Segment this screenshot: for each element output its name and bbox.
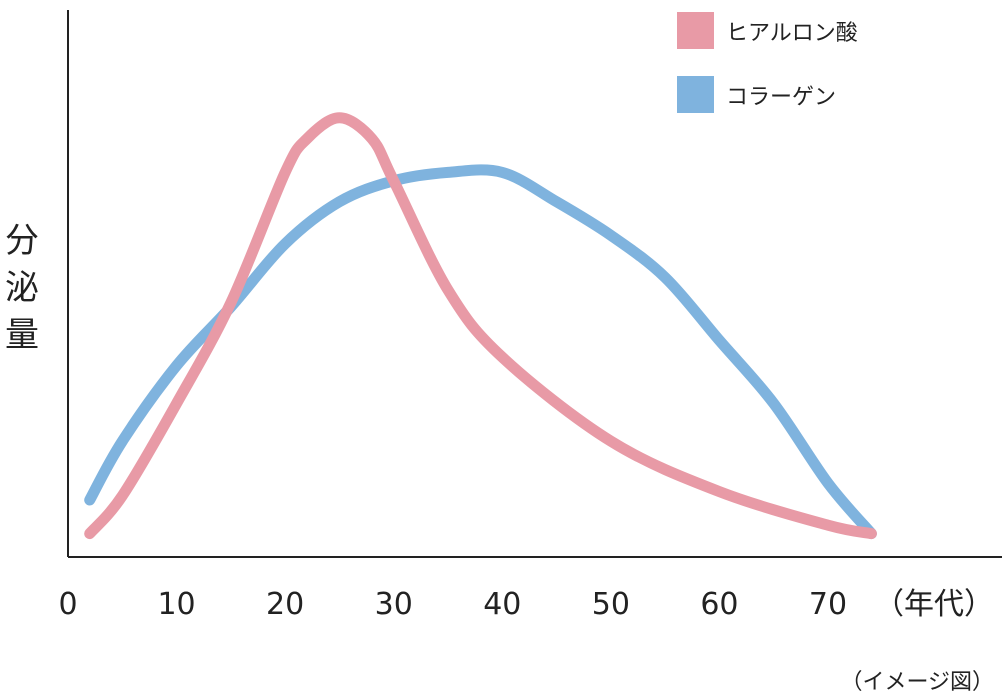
y-label-char: 泌 — [5, 268, 39, 308]
y-label-char: 分 — [5, 221, 39, 261]
x-tick-labels: 0 10 20 30 40 50 60 70 — [58, 587, 847, 622]
legend-swatch — [677, 76, 714, 113]
x-tick-label: 10 — [157, 587, 195, 622]
x-tick-label: 20 — [266, 587, 304, 622]
series-line-hyaluronic — [84, 112, 877, 540]
x-tick-label: 50 — [592, 587, 630, 622]
x-unit-label: （年代） — [874, 587, 994, 622]
x-tick-label: 40 — [483, 587, 521, 622]
legend-label: コラーゲン — [726, 84, 837, 110]
legend-swatch — [677, 12, 714, 49]
x-tick-label: 30 — [375, 587, 413, 622]
legend-item-collagen: コラーゲン — [677, 76, 836, 113]
x-tick-label: 60 — [700, 587, 738, 622]
series-layer — [84, 112, 877, 540]
y-label-char: 量 — [5, 315, 39, 355]
x-tick-label: 0 — [58, 587, 77, 622]
image-note: （イメージ図） — [840, 670, 994, 695]
legend-label: ヒアルロン酸 — [726, 20, 858, 46]
series-line-collagen — [84, 164, 877, 540]
legend-item-hyaluronic: ヒアルロン酸 — [677, 12, 858, 49]
x-tick-label: 70 — [809, 587, 847, 622]
y-axis-label: 分 泌 量 — [2, 218, 42, 359]
